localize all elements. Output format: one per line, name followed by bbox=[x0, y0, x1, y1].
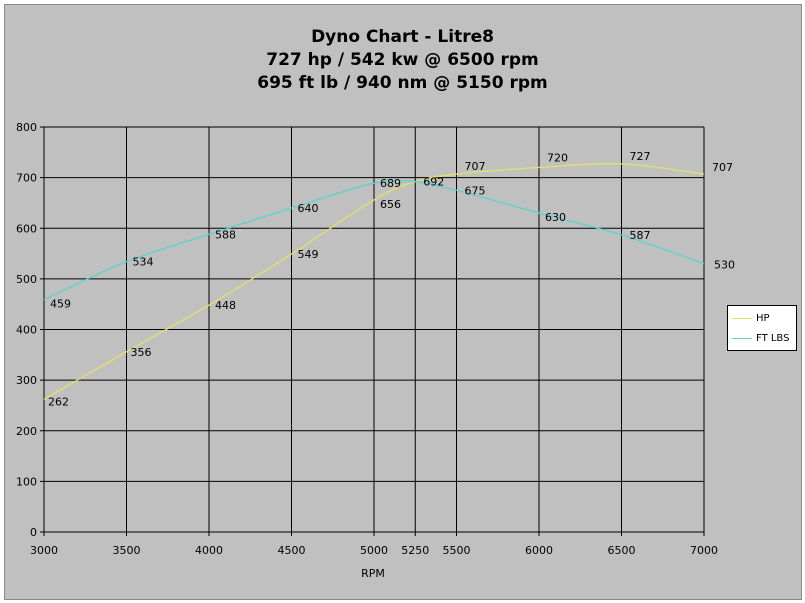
x-tick-label-3500: 3500 bbox=[113, 544, 141, 557]
x-tick-label-4500: 4500 bbox=[278, 544, 306, 557]
y-tick-label-200: 200 bbox=[16, 425, 37, 438]
data-label-hp-6500: 727 bbox=[630, 150, 651, 163]
legend-label-ft-lbs: FT LBS bbox=[756, 332, 790, 344]
x-tick-label-5500: 5500 bbox=[443, 544, 471, 557]
data-label-ft-lbs-3000: 459 bbox=[50, 298, 71, 311]
y-tick-label-100: 100 bbox=[16, 475, 37, 488]
y-tick-label-0: 0 bbox=[30, 526, 37, 539]
chart-subtitle-hp: 727 hp / 542 kw @ 6500 rpm bbox=[266, 50, 539, 70]
data-label-ft-lbs-5000: 689 bbox=[380, 177, 401, 190]
data-label-ft-lbs-4500: 640 bbox=[298, 202, 319, 215]
x-tick-label-6500: 6500 bbox=[608, 544, 636, 557]
data-label-ft-lbs-7000: 530 bbox=[714, 259, 735, 272]
x-tick-label-7000: 7000 bbox=[690, 544, 718, 557]
data-label-hp-5250: 692 bbox=[423, 176, 444, 189]
data-label-hp-5000: 656 bbox=[380, 198, 401, 211]
y-tick-label-600: 600 bbox=[16, 222, 37, 235]
y-tick-label-500: 500 bbox=[16, 273, 37, 286]
axes bbox=[40, 126, 705, 536]
chart-frame bbox=[4, 4, 802, 600]
data-label-ft-lbs-3500: 534 bbox=[133, 256, 154, 269]
x-axis-label: RPM bbox=[361, 567, 385, 580]
x-tick-label-5250: 5250 bbox=[401, 544, 429, 557]
x-tick-label-5000: 5000 bbox=[360, 544, 388, 557]
data-label-hp-3500: 356 bbox=[131, 346, 152, 359]
data-label-ft-lbs-4000: 588 bbox=[215, 228, 236, 241]
tick-labels: 0 100 200 300 400 500 600 700 800 3000 3500 4000 450… bbox=[16, 121, 718, 557]
series-lines bbox=[43, 163, 705, 400]
legend-item-hp: HP bbox=[732, 311, 770, 325]
x-tick-label-6000: 6000 bbox=[525, 544, 553, 557]
x-tick-label-4000: 4000 bbox=[195, 544, 223, 557]
legend-swatch-ft-lbs bbox=[732, 337, 752, 339]
data-label-hp-4500: 549 bbox=[298, 248, 319, 261]
data-labels: 262 356 448 549 656 692 707 720 727 707 459 534 588 6… bbox=[48, 150, 735, 408]
chart-title: Dyno Chart - Litre8 bbox=[311, 27, 494, 47]
legend-label-hp: HP bbox=[756, 312, 770, 324]
series-line-ft-lbs bbox=[43, 179, 705, 301]
data-label-hp-5500: 707 bbox=[465, 160, 486, 173]
data-label-hp-7000: 707 bbox=[712, 161, 733, 174]
legend: HP FT LBS bbox=[727, 305, 797, 351]
data-label-ft-lbs-6000: 630 bbox=[545, 211, 566, 224]
x-tick-label-3000: 3000 bbox=[30, 544, 58, 557]
grid-lines bbox=[43, 126, 705, 533]
y-tick-label-800: 800 bbox=[16, 121, 37, 134]
data-label-hp-3000: 262 bbox=[48, 395, 69, 408]
legend-item-ft-lbs: FT LBS bbox=[732, 331, 789, 345]
data-label-ft-lbs-5500: 675 bbox=[465, 184, 486, 197]
data-label-ft-lbs-6500: 587 bbox=[630, 229, 651, 242]
y-tick-label-300: 300 bbox=[16, 374, 37, 387]
chart-title-block: Dyno Chart - Litre8 727 hp / 542 kw @ 65… bbox=[0, 26, 805, 95]
data-label-hp-4000: 448 bbox=[215, 299, 236, 312]
y-tick-label-400: 400 bbox=[16, 324, 37, 337]
chart-subtitle-torque: 695 ft lb / 940 nm @ 5150 rpm bbox=[257, 73, 548, 93]
legend-swatch-hp bbox=[732, 317, 752, 319]
y-tick-label-700: 700 bbox=[16, 172, 37, 185]
data-label-hp-6000: 720 bbox=[547, 152, 568, 165]
series-line-hp bbox=[43, 163, 705, 400]
